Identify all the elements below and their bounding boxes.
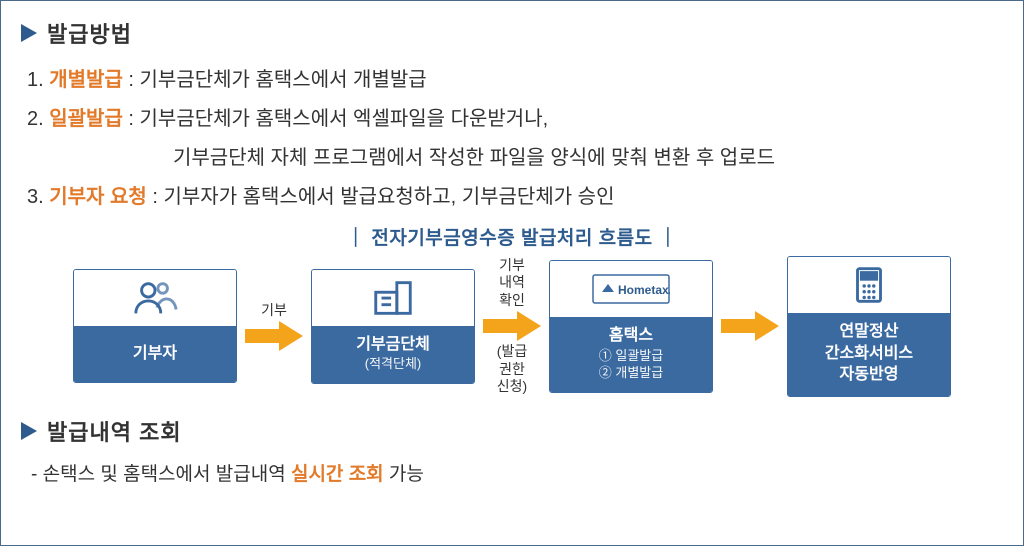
section2-title-row: 발급내역 조회	[21, 415, 1003, 447]
calculator-icon	[788, 257, 950, 313]
arrow-label-top: 기부 내역 확인	[499, 257, 525, 310]
method-desc: : 기부금단체가 홈택스에서 엑셀파일을 다운받거나,	[128, 108, 548, 130]
section2-title: 발급내역 조회	[47, 415, 182, 447]
note-pre: - 손택스 및 홈택스에서 발급내역	[31, 464, 291, 485]
node-title: 연말정산 간소화서비스 자동반영	[825, 321, 913, 386]
method-key: 개별발급	[49, 69, 123, 91]
flow-diagram: 기부자 기부 기부금단	[21, 256, 1003, 397]
method-desc: : 기부금단체가 홈택스에서 개별발급	[128, 69, 426, 91]
section1-title-row: 발급방법	[21, 17, 1003, 49]
method-num: 3.	[27, 186, 44, 208]
node-title: 기부금단체	[356, 334, 430, 356]
method-item: 1. 개별발급 : 기부금단체가 홈택스에서 개별발급	[27, 61, 1003, 100]
arrow-icon	[721, 311, 779, 341]
note-highlight: 실시간 조회	[291, 464, 384, 485]
svg-text:Hometax.: Hometax.	[618, 283, 670, 297]
node-title: 홈택스	[609, 325, 653, 347]
node-sub: (적격단체)	[365, 355, 422, 373]
arrow-label-top: 기부	[261, 302, 287, 320]
method-key: 기부자 요청	[49, 186, 147, 208]
document-frame: 발급방법 1. 개별발급 : 기부금단체가 홈택스에서 개별발급 2. 일괄발급…	[0, 0, 1024, 546]
people-icon	[74, 270, 236, 326]
method-num: 2.	[27, 108, 44, 130]
method-key: 일괄발급	[49, 108, 123, 130]
methods-list: 1. 개별발급 : 기부금단체가 홈택스에서 개별발급 2. 일괄발급 : 기부…	[27, 61, 1003, 217]
flow-node-org: 기부금단체 (적격단체)	[311, 269, 475, 384]
triangle-icon	[21, 422, 37, 440]
method-item: 3. 기부자 요청 : 기부자가 홈택스에서 발급요청하고, 기부금단체가 승인	[27, 178, 1003, 217]
arrow-icon	[483, 311, 541, 341]
method-item: 2. 일괄발급 : 기부금단체가 홈택스에서 엑셀파일을 다운받거나, 기부금단…	[27, 100, 1003, 178]
section2-note: - 손택스 및 홈택스에서 발급내역 실시간 조회 가능	[31, 459, 1003, 486]
triangle-icon	[21, 24, 37, 42]
flow-node-yearend: 연말정산 간소화서비스 자동반영	[787, 256, 951, 397]
arrow-icon	[245, 321, 303, 351]
flow-arrow	[713, 311, 787, 341]
hometax-icon: Hometax.	[550, 261, 712, 317]
note-post: 가능	[384, 464, 424, 485]
building-icon	[312, 270, 474, 326]
node-title: 기부자	[133, 343, 177, 365]
method-num: 1.	[27, 69, 44, 91]
flow-arrow: 기부	[237, 302, 311, 352]
arrow-label-bottom: (발급 권한 신청)	[497, 343, 527, 396]
node-sub: ① 일괄발급 ② 개별발급	[599, 347, 663, 382]
method-cont: 기부금단체 자체 프로그램에서 작성한 파일을 양식에 맞춰 변환 후 업로드	[27, 139, 1003, 178]
flow-node-hometax: Hometax. 홈택스 ① 일괄발급 ② 개별발급	[549, 260, 713, 393]
flow-title: ｜ 전자기부금영수증 발급처리 흐름도 ｜	[21, 223, 1003, 250]
method-desc: : 기부자가 홈택스에서 발급요청하고, 기부금단체가 승인	[152, 186, 614, 208]
flow-node-donor: 기부자	[73, 269, 237, 383]
section1-title: 발급방법	[47, 17, 132, 49]
flow-arrow: 기부 내역 확인 (발급 권한 신청)	[475, 257, 549, 396]
